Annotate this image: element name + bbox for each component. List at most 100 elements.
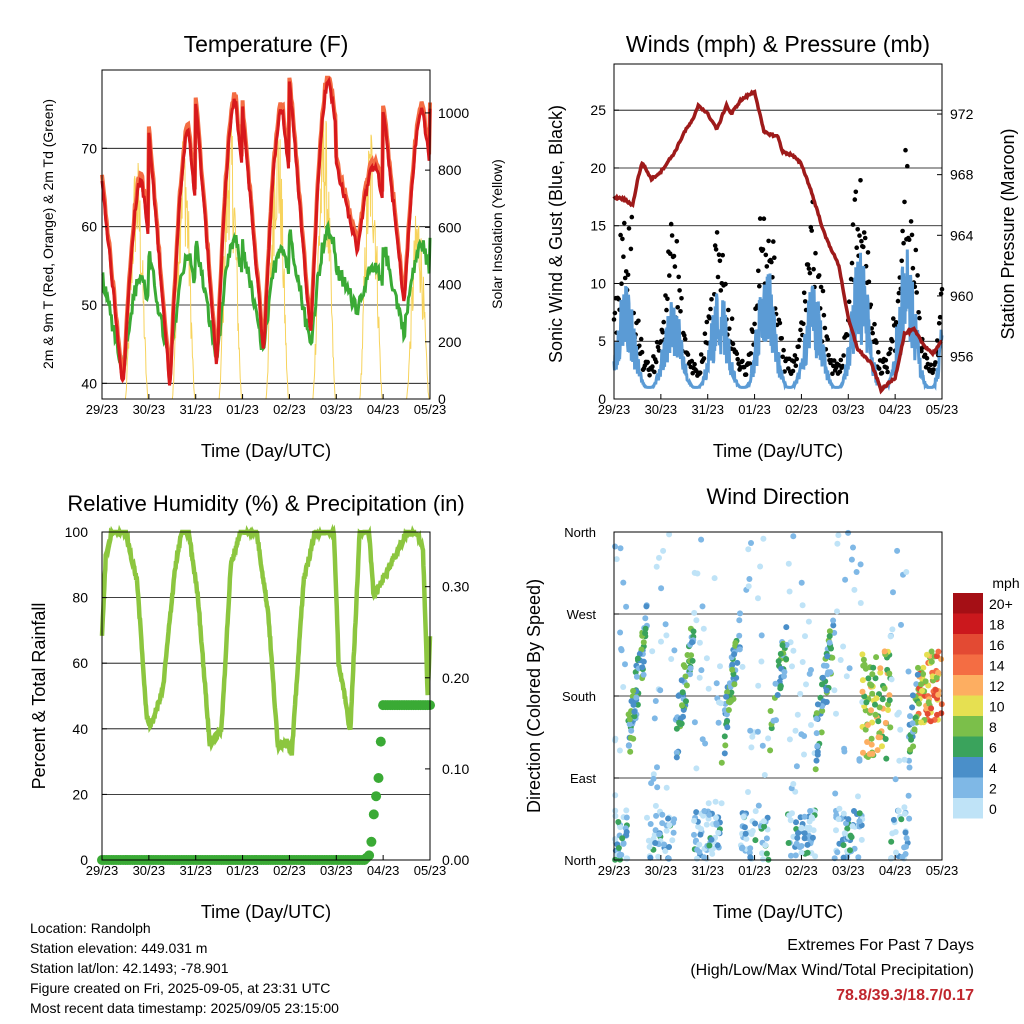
direction-point xyxy=(612,792,619,799)
direction-point xyxy=(661,841,668,848)
x-tick-label: 29/23 xyxy=(86,402,119,417)
direction-point xyxy=(856,818,863,825)
gust-point xyxy=(884,365,889,371)
wind-right-ticks: 956 960 964 968 972 xyxy=(937,106,974,365)
direction-tick-label: South xyxy=(562,689,596,704)
x-tick-label: 02/23 xyxy=(785,402,818,417)
direction-point xyxy=(860,656,867,663)
legend-swatch xyxy=(953,695,983,716)
direction-point xyxy=(760,535,767,542)
direction-point xyxy=(634,701,641,708)
direction-point xyxy=(736,617,743,624)
direction-point xyxy=(933,674,940,681)
direction-point xyxy=(813,757,820,764)
gust-point xyxy=(628,246,634,252)
direction-point xyxy=(858,836,865,843)
direction-point xyxy=(826,639,833,646)
gust-point xyxy=(861,230,867,235)
direction-point xyxy=(806,670,813,677)
direction-point xyxy=(742,830,749,837)
direction-point xyxy=(693,809,700,816)
direction-point xyxy=(881,648,888,655)
gust-point xyxy=(840,363,845,369)
direction-point xyxy=(765,735,772,742)
gust-point xyxy=(872,321,877,327)
direction-point xyxy=(715,829,722,836)
gust-point xyxy=(720,252,725,258)
direction-point xyxy=(671,647,678,654)
gust-point xyxy=(697,370,703,376)
direction-point xyxy=(790,533,797,540)
direction-point xyxy=(890,589,896,596)
right-tick-label: 972 xyxy=(950,106,974,122)
gust-point xyxy=(781,347,786,353)
direction-point xyxy=(708,836,715,843)
direction-point xyxy=(620,579,627,586)
legend-swatch xyxy=(953,798,983,819)
direction-point xyxy=(749,828,756,834)
gust-point xyxy=(917,315,922,321)
direction-point xyxy=(623,807,630,814)
direction-point xyxy=(675,692,682,699)
x-tick-label: 04/23 xyxy=(367,402,400,417)
direction-point xyxy=(755,595,761,602)
direction-point xyxy=(934,711,940,718)
direction-point xyxy=(643,603,650,610)
gust-point xyxy=(672,264,678,269)
direction-point xyxy=(723,693,730,700)
direction-point xyxy=(875,734,882,741)
direction-point xyxy=(627,734,634,741)
direction-point xyxy=(804,841,811,848)
x-tick-label: 05/23 xyxy=(414,863,447,878)
gust-point xyxy=(849,260,855,266)
gust-point xyxy=(902,199,907,205)
direction-point xyxy=(746,849,753,856)
direction-point xyxy=(882,719,889,726)
direction-point xyxy=(797,690,804,697)
direction-point xyxy=(848,556,855,563)
right-tick-label: 200 xyxy=(438,334,462,350)
direction-point xyxy=(831,687,838,694)
direction-point xyxy=(615,845,622,851)
direction-point xyxy=(905,792,912,799)
direction-point xyxy=(654,764,660,771)
direction-point xyxy=(935,669,942,676)
gust-point xyxy=(757,283,762,289)
right-tick-label: 0.00 xyxy=(442,852,469,868)
gust-point xyxy=(782,369,787,374)
gust-point xyxy=(903,147,908,153)
direction-point xyxy=(789,810,795,817)
direction-point xyxy=(714,842,721,849)
legend-swatch xyxy=(953,777,983,798)
pressure-series xyxy=(612,89,943,395)
direction-point xyxy=(762,842,769,849)
gust-point xyxy=(639,349,645,355)
direction-point xyxy=(759,742,766,749)
left-tick-label: 70 xyxy=(81,140,97,156)
x-tick-label: 03/23 xyxy=(832,863,865,878)
legend-label: 20+ xyxy=(989,596,1013,612)
extremes-values: 78.8/39.3/18.7/0.17 xyxy=(836,987,974,1004)
direction-point xyxy=(787,817,794,824)
x-tick-label: 30/23 xyxy=(133,402,166,417)
gust-point xyxy=(769,259,774,265)
direction-point xyxy=(868,735,875,742)
direction-plot-area xyxy=(612,529,945,863)
direction-point xyxy=(662,848,669,854)
direction-point xyxy=(724,724,731,731)
direction-point xyxy=(633,673,640,680)
direction-point xyxy=(857,600,864,606)
direction-point xyxy=(857,561,864,568)
x-tick-label: 01/23 xyxy=(226,402,259,417)
direction-point xyxy=(860,662,867,669)
gust-point xyxy=(870,330,875,336)
direction-point xyxy=(801,733,808,739)
direction-point xyxy=(748,540,754,546)
direction-point xyxy=(626,721,633,728)
direction-point xyxy=(620,684,627,690)
direction-point xyxy=(623,814,630,821)
precip-point xyxy=(368,809,379,820)
x-tick-label: 03/23 xyxy=(320,402,353,417)
direction-point xyxy=(613,556,620,563)
gust-point xyxy=(623,269,629,274)
